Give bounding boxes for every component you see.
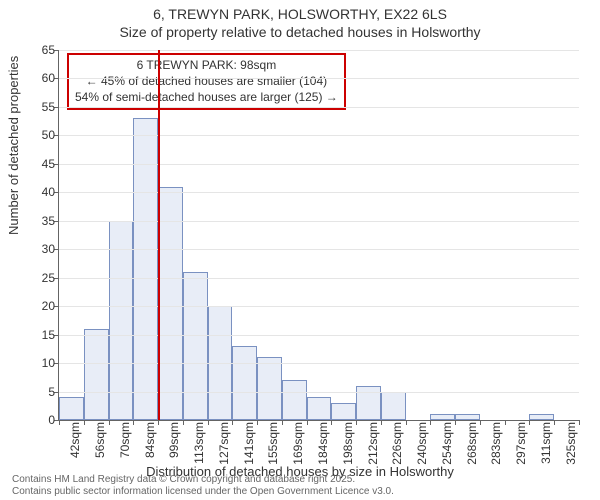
bar [257, 357, 282, 420]
y-tick-label: 60 [25, 71, 55, 85]
gridline-h [59, 135, 579, 136]
x-tick-label: 127sqm [217, 422, 231, 465]
annotation-line1: 6 TREWYN PARK: 98sqm [75, 57, 338, 73]
y-tick-label: 5 [25, 385, 55, 399]
x-tick-label: 169sqm [291, 422, 305, 465]
x-tickmark [455, 420, 456, 425]
footer-line1: Contains HM Land Registry data © Crown c… [12, 474, 394, 486]
footer-line2: Contains public sector information licen… [12, 486, 394, 498]
y-tick-label: 55 [25, 100, 55, 114]
y-tick-label: 50 [25, 128, 55, 142]
bar [59, 397, 84, 420]
bar [455, 414, 480, 420]
x-tick-label: 325sqm [564, 422, 578, 465]
annotation-line3: 54% of semi-detached houses are larger (… [75, 89, 338, 105]
y-tick-label: 40 [25, 185, 55, 199]
reference-line [158, 50, 160, 420]
plot-area: 6 TREWYN PARK: 98sqm ← 45% of detached h… [58, 50, 579, 421]
x-tickmark [480, 420, 481, 425]
x-tickmark [356, 420, 357, 425]
gridline-h [59, 78, 579, 79]
x-tick-label: 141sqm [242, 422, 256, 465]
y-tick-label: 20 [25, 299, 55, 313]
x-tickmark [84, 420, 85, 425]
x-tick-label: 240sqm [415, 422, 429, 465]
x-tick-label: 99sqm [167, 422, 181, 458]
x-tick-label: 155sqm [266, 422, 280, 465]
bar [529, 414, 554, 420]
y-tick-label: 15 [25, 328, 55, 342]
y-tick-label: 45 [25, 157, 55, 171]
x-tickmark [430, 420, 431, 425]
gridline-h [59, 192, 579, 193]
footer-credits: Contains HM Land Registry data © Crown c… [12, 474, 394, 498]
gridline-h [59, 306, 579, 307]
y-tick-label: 35 [25, 214, 55, 228]
x-tick-label: 56sqm [93, 422, 107, 458]
y-tick-label: 0 [25, 413, 55, 427]
gridline-h [59, 249, 579, 250]
x-tick-label: 212sqm [366, 422, 380, 465]
x-tickmark [183, 420, 184, 425]
x-tick-label: 297sqm [514, 422, 528, 465]
bar [282, 380, 307, 420]
x-tick-label: 113sqm [192, 422, 206, 464]
x-tick-label: 311sqm [539, 422, 553, 464]
bar [84, 329, 109, 420]
x-tickmark [406, 420, 407, 425]
x-tickmark [158, 420, 159, 425]
x-tick-label: 184sqm [316, 422, 330, 465]
y-tick-label: 10 [25, 356, 55, 370]
x-tickmark [307, 420, 308, 425]
gridline-h [59, 392, 579, 393]
bar [307, 397, 332, 420]
x-tick-label: 84sqm [143, 422, 157, 458]
gridline-h [59, 50, 579, 51]
histogram-chart: 6, TREWYN PARK, HOLSWORTHY, EX22 6LS Siz… [0, 0, 600, 500]
y-tick-label: 65 [25, 43, 55, 57]
x-tick-label: 226sqm [390, 422, 404, 465]
x-tick-label: 268sqm [465, 422, 479, 465]
gridline-h [59, 221, 579, 222]
x-tickmark [109, 420, 110, 425]
x-tickmark [529, 420, 530, 425]
x-tickmark [554, 420, 555, 425]
bar [183, 272, 208, 420]
annotation-box: 6 TREWYN PARK: 98sqm ← 45% of detached h… [67, 53, 346, 110]
x-tick-label: 42sqm [68, 422, 82, 458]
x-tickmark [331, 420, 332, 425]
gridline-h [59, 107, 579, 108]
bar [381, 392, 406, 420]
gridline-h [59, 278, 579, 279]
x-tick-label: 198sqm [341, 422, 355, 465]
bar [331, 403, 356, 420]
annotation-line2: ← 45% of detached houses are smaller (10… [75, 73, 338, 89]
x-tickmark [257, 420, 258, 425]
gridline-h [59, 335, 579, 336]
y-tick-label: 25 [25, 271, 55, 285]
chart-title-line1: 6, TREWYN PARK, HOLSWORTHY, EX22 6LS [0, 6, 600, 22]
x-tickmark [579, 420, 580, 425]
x-tick-label: 70sqm [118, 422, 132, 458]
x-tickmark [208, 420, 209, 425]
x-tickmark [133, 420, 134, 425]
bar [430, 414, 455, 420]
bar [232, 346, 257, 420]
y-tick-label: 30 [25, 242, 55, 256]
bar [109, 221, 134, 420]
chart-title-line2: Size of property relative to detached ho… [0, 24, 600, 40]
gridline-h [59, 363, 579, 364]
x-tickmark [282, 420, 283, 425]
gridline-h [59, 164, 579, 165]
x-tickmark [505, 420, 506, 425]
x-tick-label: 283sqm [489, 422, 503, 465]
x-tickmark [232, 420, 233, 425]
y-axis-label: Number of detached properties [6, 56, 21, 235]
x-tickmark [381, 420, 382, 425]
x-tick-label: 254sqm [440, 422, 454, 465]
x-tickmark [59, 420, 60, 425]
